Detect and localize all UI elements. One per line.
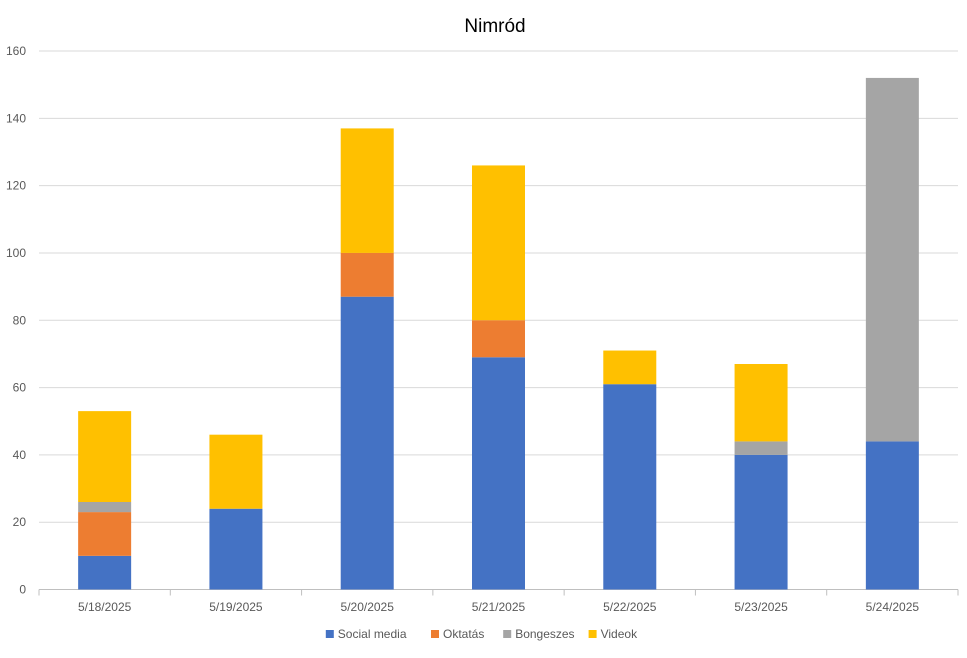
- bar-segment: [603, 384, 657, 590]
- bar-segment: [734, 454, 788, 590]
- bars: [78, 77, 919, 590]
- x-tick-label: 5/22/2025: [603, 600, 657, 614]
- y-tick-label: 60: [13, 381, 27, 395]
- bar-segment: [472, 165, 525, 321]
- bar-segment: [603, 350, 657, 385]
- bar-segment: [340, 296, 394, 590]
- bar-segment: [78, 501, 132, 513]
- x-axis-ticks: 5/18/2025 5/19/2025 5/20/2025 5/21/2025 5/22…: [38, 589, 959, 614]
- legend-label: Social media: [338, 627, 407, 641]
- legend-item: Social media: [325, 627, 407, 641]
- bar-segment: [209, 508, 263, 590]
- chart-title: Nimród: [464, 16, 525, 37]
- x-tick-label: 5/18/2025: [78, 600, 132, 614]
- legend: Social media Oktatás Bongeszes Videok: [325, 627, 638, 641]
- y-tick-label: 0: [19, 583, 26, 597]
- legend-label: Videok: [601, 627, 638, 641]
- legend-swatch: [588, 630, 597, 638]
- bar-segment: [78, 512, 132, 556]
- bar-segment: [472, 320, 525, 358]
- x-tick-label: 5/24/2025: [866, 600, 920, 614]
- bar-segment: [734, 441, 788, 455]
- x-tick-label: 5/19/2025: [209, 600, 263, 614]
- x-tick-label: 5/21/2025: [472, 600, 526, 614]
- legend-item: Videok: [588, 627, 638, 641]
- y-tick-label: 160: [6, 44, 26, 58]
- y-tick-label: 40: [13, 448, 27, 462]
- y-tick-label: 80: [13, 313, 27, 327]
- bar-segment: [340, 128, 394, 253]
- legend-label: Bongeszes: [515, 627, 574, 641]
- bar-segment: [78, 411, 132, 502]
- bar-segment: [209, 434, 263, 509]
- bar-segment: [340, 252, 394, 297]
- legend-item: Oktatás: [431, 627, 484, 641]
- y-tick-label: 140: [6, 111, 26, 125]
- legend-swatch: [325, 630, 334, 638]
- x-tick-label: 5/23/2025: [734, 600, 788, 614]
- legend-swatch: [503, 630, 512, 638]
- y-axis-ticks: 0 20 40 60 80 100 120 140 160: [6, 44, 26, 597]
- x-tick-label: 5/20/2025: [341, 600, 395, 614]
- bar-segment: [865, 77, 919, 442]
- bar-segment: [78, 555, 132, 590]
- legend-label: Oktatás: [443, 627, 484, 641]
- y-tick-label: 20: [13, 515, 27, 529]
- legend-swatch: [431, 630, 439, 638]
- legend-item: Bongeszes: [503, 627, 575, 641]
- y-tick-label: 120: [6, 179, 26, 193]
- bar-segment: [472, 357, 525, 590]
- bar-segment: [734, 364, 788, 442]
- bar-segment: [865, 441, 919, 590]
- y-tick-label: 100: [6, 246, 26, 260]
